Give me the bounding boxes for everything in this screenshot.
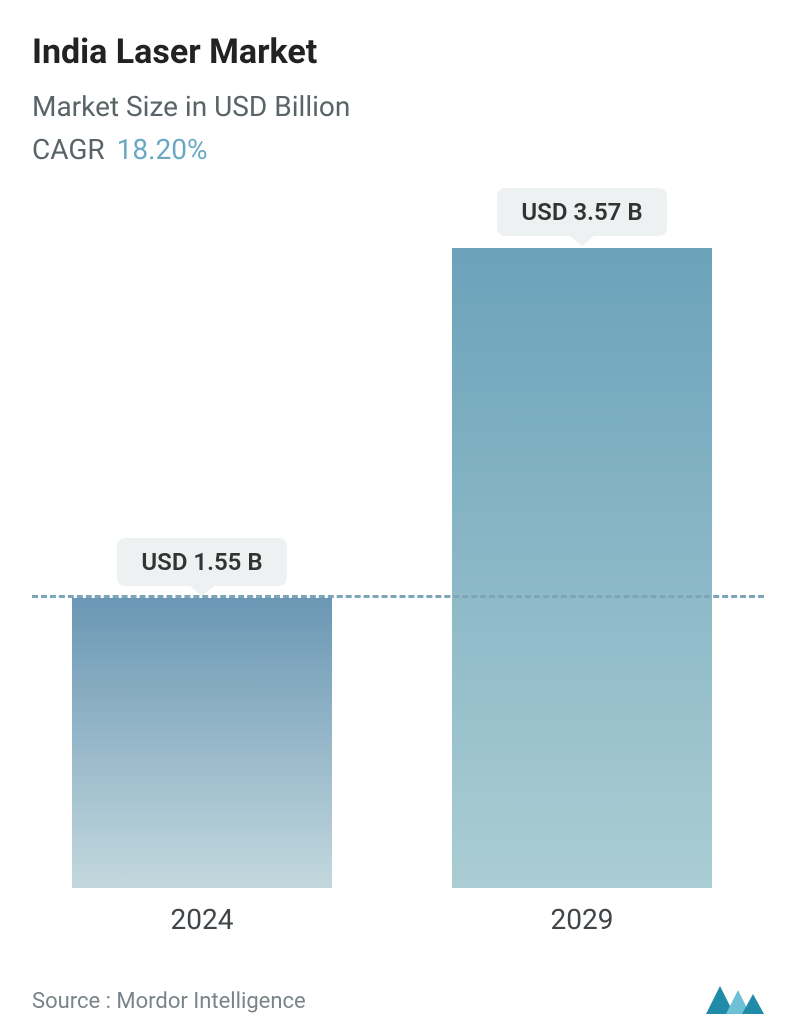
cagr-label: CAGR xyxy=(32,133,105,166)
brand-logo-icon xyxy=(706,976,764,1014)
bar-container-2024: USD 1.55 B xyxy=(72,538,332,888)
chart-title: India Laser Market xyxy=(32,32,764,72)
chart-area: USD 1.55 B 2024 USD 3.57 B 2029 xyxy=(32,176,764,936)
value-label-2024: USD 1.55 B xyxy=(117,538,286,586)
cagr-row: CAGR 18.20% xyxy=(32,133,764,166)
bar-2024 xyxy=(72,598,332,888)
chart-subtitle: Market Size in USD Billion xyxy=(32,90,764,123)
x-label-2024: 2024 xyxy=(72,903,332,936)
bar-2029 xyxy=(452,248,712,888)
footer: Source : Mordor Intelligence xyxy=(32,976,764,1014)
source-text: Source : Mordor Intelligence xyxy=(32,989,306,1014)
reference-line xyxy=(32,595,764,598)
bar-container-2029: USD 3.57 B xyxy=(452,188,712,888)
value-label-2029: USD 3.57 B xyxy=(497,188,666,236)
cagr-value: 18.20% xyxy=(117,133,208,166)
x-label-2029: 2029 xyxy=(452,903,712,936)
